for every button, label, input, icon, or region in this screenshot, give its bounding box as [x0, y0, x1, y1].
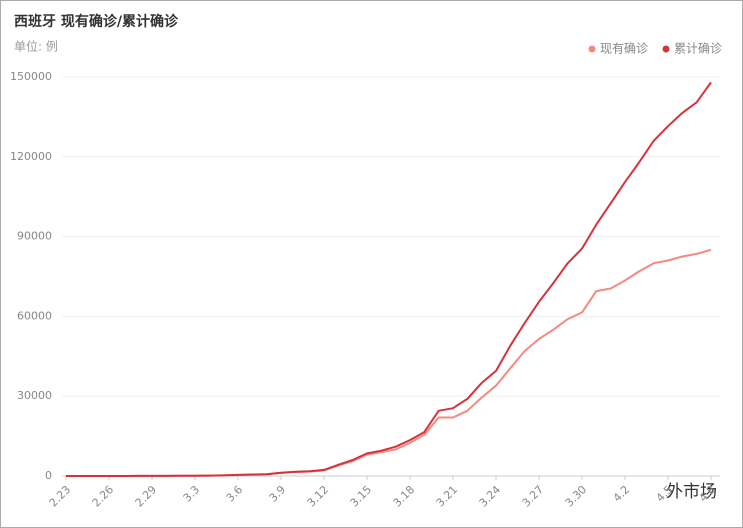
legend-marker — [588, 45, 596, 53]
legend-label: 现有确诊 — [600, 42, 648, 56]
y-tick-label: 150000 — [10, 70, 52, 83]
watermark: 外市场 — [666, 482, 717, 502]
y-tick-label: 30000 — [17, 389, 52, 402]
chart-subtitle: 单位: 例 — [14, 39, 58, 54]
y-tick-label: 0 — [45, 469, 52, 482]
y-tick-label: 90000 — [17, 230, 52, 243]
y-tick-label: 60000 — [17, 309, 52, 322]
legend-marker — [662, 45, 670, 53]
y-tick-label: 120000 — [10, 150, 52, 163]
legend: 现有确诊 累计确诊 — [588, 42, 722, 56]
legend-label: 累计确诊 — [674, 42, 722, 56]
chart-title: 西班牙 现有确诊/累计确诊 — [14, 13, 179, 30]
series-line — [66, 81, 712, 477]
